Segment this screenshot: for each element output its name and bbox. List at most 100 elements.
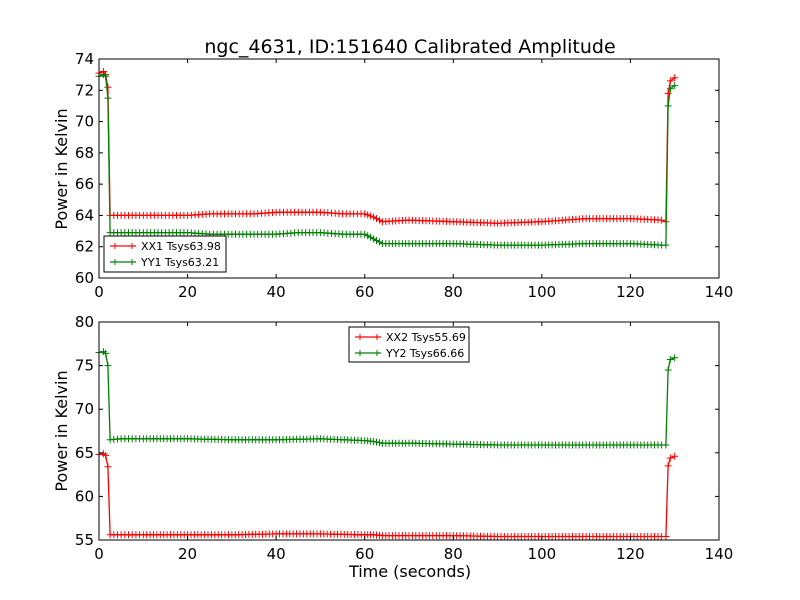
- data-point: [361, 230, 369, 238]
- y-tick-label: 80: [75, 313, 94, 331]
- bottom-ylabel: Power in Kelvin: [52, 370, 71, 491]
- data-point: [364, 211, 372, 219]
- data-point: [662, 441, 670, 449]
- y-tick-label: 68: [75, 144, 94, 162]
- series-line: [98, 453, 675, 538]
- data-point: [666, 454, 674, 462]
- x-tick-label: 60: [355, 283, 374, 301]
- x-tick-label: 140: [705, 545, 734, 563]
- data-point: [662, 241, 670, 249]
- x-tick-label: 40: [267, 283, 286, 301]
- bottom-plot: 0 20 40 60 80 100 120 140 55 60 65 70 75 80 XX2 Tsys55…: [75, 313, 733, 563]
- legend-label: XX1 Tsys63.98: [141, 240, 221, 253]
- data-point: [664, 102, 672, 110]
- data-point: [664, 366, 672, 374]
- y-tick-label: 64: [75, 206, 94, 224]
- x-tick-label: 80: [444, 545, 463, 563]
- legend-entry: XX1 Tsys63.98: [110, 240, 221, 253]
- data-point: [102, 349, 110, 357]
- plot-frame: [98, 321, 720, 541]
- legend: XX1 Tsys63.98 YY1 Tsys63.21: [103, 235, 227, 273]
- data-point: [373, 438, 380, 446]
- y-tick-label: 72: [75, 81, 94, 99]
- data-point: [370, 235, 378, 243]
- data-point: [361, 210, 369, 218]
- data-point: [104, 362, 112, 370]
- series-markers: [95, 68, 679, 227]
- y-tick-label: 60: [75, 487, 94, 505]
- data-point: [664, 462, 672, 470]
- data-point: [376, 238, 383, 246]
- y-tick-label: 65: [75, 444, 94, 462]
- series-markers: [95, 450, 679, 540]
- x-tick-label: 100: [528, 545, 557, 563]
- data-point: [104, 463, 112, 471]
- data-point: [671, 354, 679, 362]
- data-point: [671, 82, 679, 90]
- chart-title: ngc_4631, ID:151640 Calibrated Amplitude: [204, 36, 615, 58]
- y-tick-label: 70: [75, 400, 94, 418]
- data-point: [364, 232, 372, 240]
- data-point: [666, 85, 674, 93]
- data-point: [666, 77, 674, 85]
- series-0-1: [95, 71, 679, 249]
- bottom-xlabel: Time (seconds): [348, 562, 471, 581]
- x-tick-label: 80: [444, 283, 463, 301]
- data-point: [666, 356, 674, 363]
- data-point: [373, 237, 380, 244]
- y-tick-label: 74: [75, 50, 94, 68]
- plot-frame: [98, 58, 720, 279]
- data-point: [671, 452, 679, 460]
- x-tick-label: 0: [94, 283, 104, 301]
- y-tick-label: 60: [75, 269, 94, 287]
- x-tick-label: 20: [178, 545, 197, 563]
- legend-marker: [112, 259, 135, 265]
- legend-label: YY1 Tsys63.21: [140, 256, 219, 269]
- data-point: [367, 212, 375, 220]
- series-0-0: [95, 68, 679, 227]
- y-tick-label: 70: [75, 113, 94, 131]
- top-plot: 0 20 40 60 80 100 120 140 60 62 64 66 68 70 72 74 XX1 Ts…: [75, 50, 733, 301]
- data-point: [664, 89, 672, 97]
- x-tick-label: 140: [705, 283, 734, 301]
- data-point: [367, 233, 375, 241]
- data-point: [373, 215, 380, 223]
- data-point: [657, 216, 665, 224]
- x-tick-label: 20: [178, 283, 197, 301]
- legend-entry: YY1 Tsys63.21: [110, 256, 219, 269]
- data-point: [104, 94, 112, 102]
- data-point: [376, 216, 383, 224]
- data-point: [662, 533, 670, 540]
- x-tick-label: 40: [267, 545, 286, 563]
- series-markers: [95, 348, 679, 449]
- y-tick-label: 66: [75, 175, 94, 193]
- legend-label: YY2 Tsys66.66: [385, 347, 464, 360]
- legend-label: XX2 Tsys55.69: [386, 331, 466, 344]
- data-point: [102, 451, 110, 459]
- x-tick-label: 100: [528, 283, 557, 301]
- x-tick-label: 120: [616, 283, 645, 301]
- series-line: [98, 70, 676, 224]
- legend-entry: XX2 Tsys55.69: [355, 331, 466, 344]
- legend-marker: [357, 350, 380, 356]
- series-markers: [95, 71, 679, 249]
- top-ylabel: Power in Kelvin: [52, 108, 71, 229]
- data-point: [370, 213, 378, 221]
- data-point: [102, 72, 110, 80]
- series-1-1: [95, 348, 679, 449]
- y-tick-label: 55: [75, 531, 94, 549]
- legend-box: [103, 235, 227, 273]
- data-point: [671, 74, 679, 82]
- series-line: [98, 73, 676, 246]
- y-tick-label: 75: [75, 357, 94, 375]
- data-point: [104, 83, 112, 91]
- y-tick-label: 62: [75, 238, 94, 256]
- legend-marker: [357, 334, 380, 340]
- legend: XX2 Tsys55.69 YY2 Tsys66.66: [348, 326, 470, 363]
- legend-box: [348, 326, 470, 363]
- data-point: [376, 439, 383, 447]
- x-tick-label: 120: [616, 545, 645, 563]
- x-tick-label: 0: [94, 545, 104, 563]
- legend-marker: [112, 243, 135, 249]
